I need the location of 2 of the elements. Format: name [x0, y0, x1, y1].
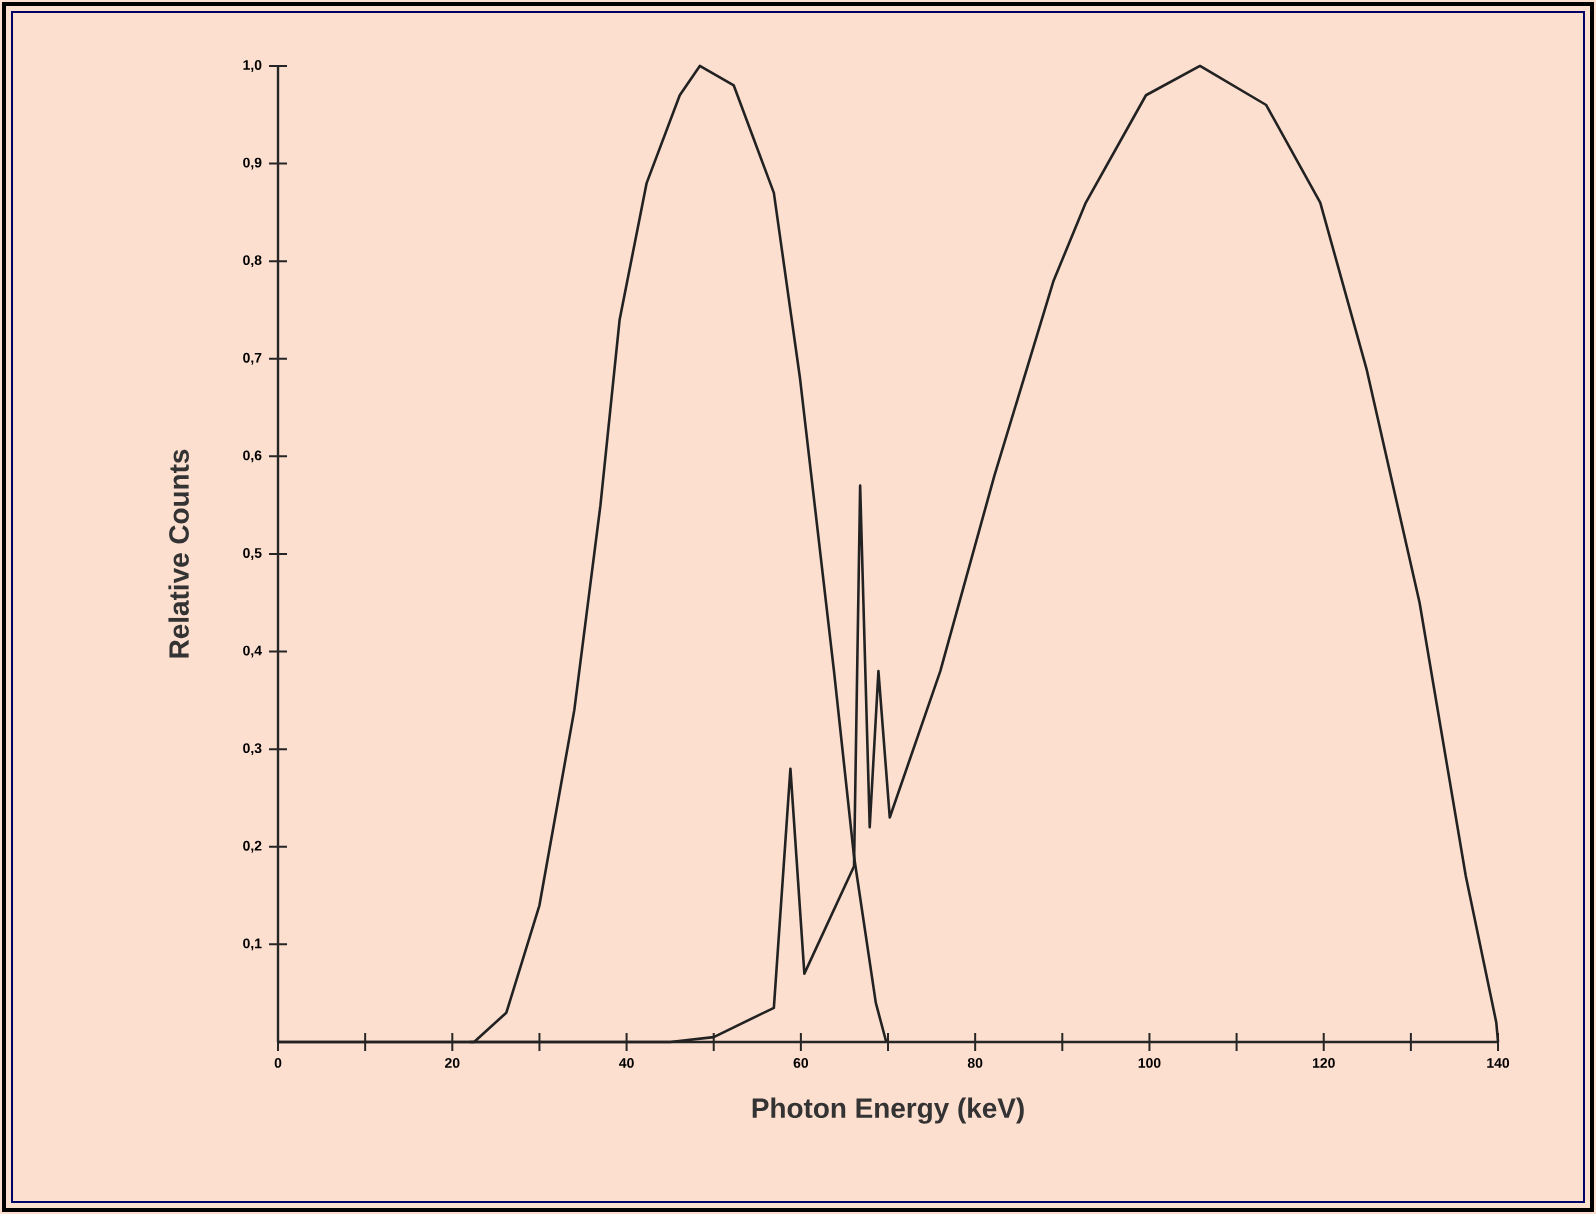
x-axis-title: Photon Energy (keV) — [752, 1097, 1024, 1124]
y-axis-title: Relative Counts — [168, 449, 189, 658]
